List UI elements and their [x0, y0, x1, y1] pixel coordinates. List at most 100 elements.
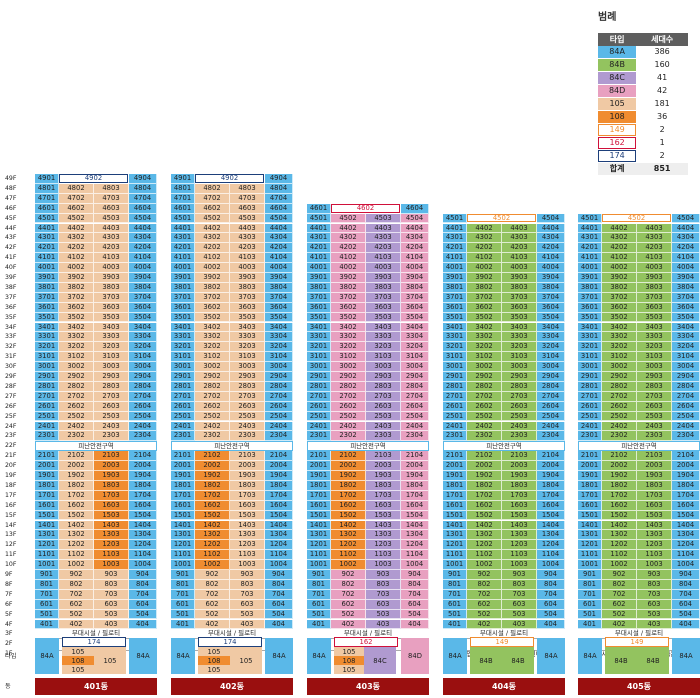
unit-cell: 3904 — [129, 273, 157, 283]
unit-cell: 1102 — [59, 550, 94, 561]
refuge-floor-label: 피난안전구역 — [486, 442, 522, 451]
unit-cell: 1202 — [602, 540, 637, 551]
unit-cell: 4402 — [467, 223, 502, 234]
unit-cell: 3503 — [502, 312, 537, 323]
unit-cell: 1304 — [401, 530, 429, 541]
unit-cell: 3901 — [307, 273, 331, 283]
floor-row-45: 4501 4502 4504 — [443, 213, 565, 224]
penthouse-unit: 4502 — [467, 213, 537, 224]
floor-row-26: 2601 2602 2603 2604 — [171, 401, 293, 412]
unit-cell: 1801 — [35, 480, 59, 491]
unit-cell: 4004 — [401, 263, 429, 273]
unit-cell: 3302 — [195, 332, 230, 343]
unit-cell: 1203 — [502, 540, 537, 551]
unit-cell: 2403 — [94, 421, 129, 432]
floor-row-24: 2401 2402 2403 2404 — [578, 421, 700, 432]
floor-row-37: 3701 3702 3703 3704 — [35, 292, 157, 303]
unit-cell: 1401 — [171, 520, 195, 531]
unit-cell: 3801 — [307, 282, 331, 293]
floor-row-18: 1801 1802 1803 1804 — [307, 480, 429, 491]
unit-cell: 3101 — [443, 352, 467, 363]
type-105-bottom: 105 — [198, 665, 230, 674]
type-84B-left: 84B — [605, 647, 637, 674]
floor-row-40: 4001 4002 4003 4004 — [35, 263, 157, 273]
unit-cell: 4302 — [331, 233, 366, 244]
unit-cell: 2104 — [129, 451, 157, 462]
floor-row-20: 2001 2002 2003 2004 — [171, 461, 293, 471]
unit-cell: 4504 — [537, 213, 565, 224]
floor-row-44: 4401 4402 4403 4404 — [307, 223, 429, 234]
unit-cell: 403 — [502, 619, 537, 630]
unit-cell: 1004 — [401, 560, 429, 570]
unit-cell: 502 — [467, 609, 502, 620]
unit-cell: 3504 — [265, 312, 293, 323]
floor-label: 26F — [5, 402, 17, 410]
unit-cell: 602 — [59, 599, 94, 610]
floor-row-43: 4301 4302 4303 4304 — [35, 233, 157, 244]
unit-cell: 3802 — [602, 282, 637, 293]
unit-cell: 1601 — [443, 500, 467, 511]
unit-cell: 2301 — [307, 431, 331, 442]
unit-cell: 2904 — [537, 372, 565, 382]
unit-cell: 4402 — [59, 223, 94, 234]
unit-cell: 3804 — [672, 282, 700, 293]
floor-row-30: 3001 3002 3003 3004 — [443, 362, 565, 372]
unit-cell: 2502 — [59, 411, 94, 422]
unit-cell: 3604 — [129, 302, 157, 313]
unit-cell: 2001 — [171, 461, 195, 471]
legend-count: 2 — [636, 149, 688, 164]
unit-cell: 1204 — [672, 540, 700, 551]
unit-cell: 2904 — [129, 372, 157, 382]
floor-row-10: 1001 1002 1003 1004 — [307, 560, 429, 570]
floor-row-45: 4501 4502 4503 4504 — [35, 213, 157, 224]
unit-cell: 1201 — [35, 540, 59, 551]
floor-row-36: 3601 3602 3603 3604 — [171, 302, 293, 313]
unit-cell: 2001 — [307, 461, 331, 471]
unit-cell: 3103 — [230, 352, 265, 363]
floor-label: 16F — [5, 501, 17, 509]
floor-row-8: 801 802 803 804 — [307, 579, 429, 590]
floor-label: 31F — [5, 353, 17, 361]
unit-cell: 4204 — [672, 243, 700, 254]
floor-label: 24F — [5, 422, 17, 430]
unit-cell: 2101 — [307, 451, 331, 462]
unit-cell: 1101 — [171, 550, 195, 561]
unit-cell: 1102 — [331, 550, 366, 561]
unit-cell: 3803 — [230, 282, 265, 293]
unit-cell: 3003 — [366, 362, 401, 372]
unit-cell: 2703 — [94, 391, 129, 402]
unit-cell: 1502 — [59, 510, 94, 521]
unit-cell: 3001 — [35, 362, 59, 372]
unit-cell: 2804 — [537, 381, 565, 392]
floor-row-20: 2001 2002 2003 2004 — [35, 461, 157, 471]
unit-cell: 3604 — [672, 302, 700, 313]
floor-row-7: 701 702 703 704 — [578, 589, 700, 600]
floor-row-35: 3501 3502 3503 3504 — [171, 312, 293, 323]
unit-cell: 4303 — [502, 233, 537, 244]
floor-row-6: 601 602 603 604 — [578, 599, 700, 610]
unit-cell: 1003 — [366, 560, 401, 570]
unit-cell: 1101 — [443, 550, 467, 561]
unit-cell: 3802 — [59, 282, 94, 293]
unit-cell: 2304 — [401, 431, 429, 442]
unit-cell: 2504 — [129, 411, 157, 422]
unit-cell: 2401 — [443, 421, 467, 432]
unit-cell: 2403 — [637, 421, 672, 432]
floor-row-25: 2501 2502 2503 2504 — [307, 411, 429, 422]
unit-cell: 4504 — [129, 213, 157, 224]
unit-cell: 1104 — [265, 550, 293, 561]
floor-row-29: 2901 2902 2903 2904 — [307, 372, 429, 382]
unit-cell: 4401 — [35, 223, 59, 234]
unit-cell: 3104 — [129, 352, 157, 363]
unit-cell: 2902 — [59, 372, 94, 382]
floor-row-39: 3901 3902 3903 3904 — [35, 273, 157, 283]
refuge-floor-label: 피난안전구역 — [621, 442, 657, 451]
unit-cell: 804 — [129, 579, 157, 590]
unit-cell: 2502 — [331, 411, 366, 422]
unit-cell: 503 — [94, 609, 129, 620]
unit-cell: 1804 — [129, 480, 157, 491]
unit-cell: 501 — [443, 609, 467, 620]
unit-cell: 3901 — [578, 273, 602, 283]
unit-cell: 3104 — [265, 352, 293, 363]
unit-cell: 2901 — [307, 372, 331, 382]
